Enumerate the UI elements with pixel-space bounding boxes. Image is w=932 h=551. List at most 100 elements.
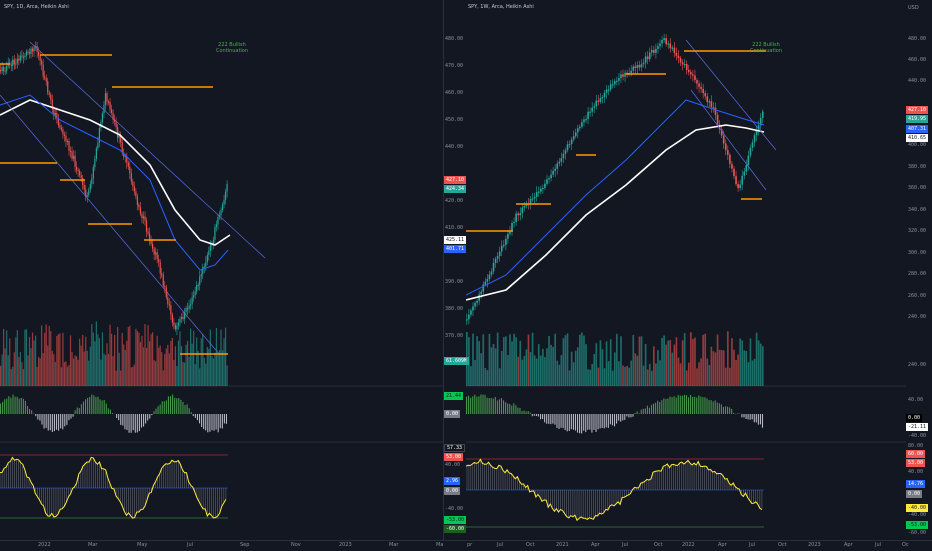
volume-bar — [754, 359, 756, 386]
oscillator-bar — [17, 397, 18, 414]
volume-bar — [12, 367, 13, 386]
candle-body — [179, 319, 180, 323]
oscillator-bar — [612, 414, 613, 425]
volume-bar — [213, 359, 214, 386]
oscillator-bar — [499, 399, 500, 414]
right-ma-fast-badge: 407.31 — [906, 125, 928, 133]
candle-body — [23, 57, 24, 58]
candle-body — [64, 135, 65, 136]
oscillator-bar — [524, 411, 525, 414]
candle-body — [554, 169, 556, 171]
oscillator-bar — [694, 397, 695, 414]
volume-bar — [466, 332, 468, 386]
candle-body — [82, 178, 83, 185]
candle-body — [723, 135, 725, 143]
volume-bar — [99, 338, 100, 386]
oscillator-bar — [201, 414, 202, 427]
volume-bar — [632, 335, 634, 386]
volume-bar — [672, 353, 674, 386]
candle-body — [598, 101, 600, 102]
volume-bar — [120, 371, 121, 386]
right-xtick: Jul — [497, 542, 503, 548]
oscillator-bar — [692, 397, 693, 414]
volume-bar — [132, 367, 133, 386]
candle-body — [583, 119, 585, 122]
oscillator-bar — [91, 395, 92, 414]
volume-bar — [55, 362, 56, 386]
candle-body — [71, 151, 72, 158]
candle-body — [663, 38, 665, 40]
candle-body — [618, 78, 620, 81]
volume-bar — [554, 334, 556, 386]
right-xtick: pr — [467, 542, 472, 548]
right-chart-pane[interactable]: SPY, 1W, Arca, Heikin Ashi 222 Bullish C… — [466, 0, 906, 540]
candle-body — [515, 213, 517, 221]
volume-bar — [719, 350, 721, 386]
oscillator-bar — [653, 404, 654, 414]
oscillator-bar — [741, 414, 742, 417]
left-xtick: Mar — [389, 542, 398, 548]
candle-body — [674, 48, 676, 53]
volume-bar — [102, 332, 103, 386]
volume-bar — [684, 333, 686, 386]
oscillator-bar — [489, 398, 490, 414]
volume-bar — [729, 368, 731, 386]
left-rsi-badge: 57.33 — [444, 444, 465, 452]
volume-bar — [645, 344, 647, 386]
oscillator-bar — [659, 402, 660, 414]
volume-bar — [119, 353, 120, 386]
candle-body — [74, 156, 75, 167]
candle-body — [208, 251, 209, 255]
volume-bar — [201, 338, 202, 386]
left-rsi-badge: 53.00 — [444, 453, 463, 461]
candle-body — [524, 206, 526, 208]
volume-bar — [41, 325, 42, 386]
left-ytick: 380.00 — [445, 306, 463, 312]
candle-body — [169, 304, 170, 305]
volume-bar — [709, 365, 711, 386]
oscillator-bar — [591, 414, 592, 433]
oscillator-bar — [195, 414, 196, 418]
candle-body — [505, 239, 507, 245]
oscillator-bar — [645, 408, 646, 414]
time-axis[interactable]: 2022 Mar May Jul Sep Nov 2023 Mar Ma pr … — [0, 540, 932, 551]
oscillator-bar — [116, 414, 117, 418]
volume-bar — [56, 336, 57, 386]
volume-bar — [193, 331, 194, 386]
candle-body — [480, 292, 482, 295]
right-xtick: Oct — [654, 542, 663, 548]
oscillator-bar — [698, 396, 699, 414]
left-chart-pane[interactable]: SPY, 1D, Arca, Heikin Ashi 222 Bullish C… — [0, 0, 443, 540]
volume-bar — [114, 335, 115, 386]
oscillator-bar — [164, 401, 165, 414]
volume-bar — [53, 354, 54, 386]
oscillator-bar — [468, 396, 469, 414]
oscillator-bar — [513, 403, 514, 414]
right-price-chart[interactable] — [466, 0, 906, 540]
volume-bar — [476, 336, 478, 386]
candle-body — [503, 245, 505, 246]
left-xtick: 2022 — [38, 542, 51, 548]
oscillator-bar — [21, 398, 22, 414]
oscillator-bar — [748, 414, 749, 419]
right-price-axis[interactable]: USD 480.00 460.00 440.00 427.10 419.95 4… — [906, 0, 932, 540]
oscillator-bar — [721, 404, 722, 414]
volume-bar — [482, 334, 484, 386]
oscillator-bar — [639, 413, 640, 414]
oscillator-bar — [145, 414, 146, 423]
volume-bar — [733, 350, 735, 386]
oscillator-bar — [10, 398, 11, 414]
left-price-chart[interactable] — [0, 0, 443, 540]
candle-body — [667, 43, 669, 44]
left-price-axis[interactable]: 480.00 470.00 460.00 450.00 440.00 427.1… — [444, 0, 466, 540]
candle-body — [225, 192, 226, 200]
volume-bar — [62, 333, 63, 386]
volume-bar — [91, 324, 92, 386]
oscillator-bar — [505, 402, 506, 414]
left-xtick: Sep — [240, 542, 249, 548]
oscillator-bar — [83, 402, 84, 414]
oscillator-bar — [682, 396, 683, 414]
candle-body — [750, 148, 752, 156]
oscillator-bar — [616, 414, 617, 424]
volume-bar — [61, 367, 62, 386]
